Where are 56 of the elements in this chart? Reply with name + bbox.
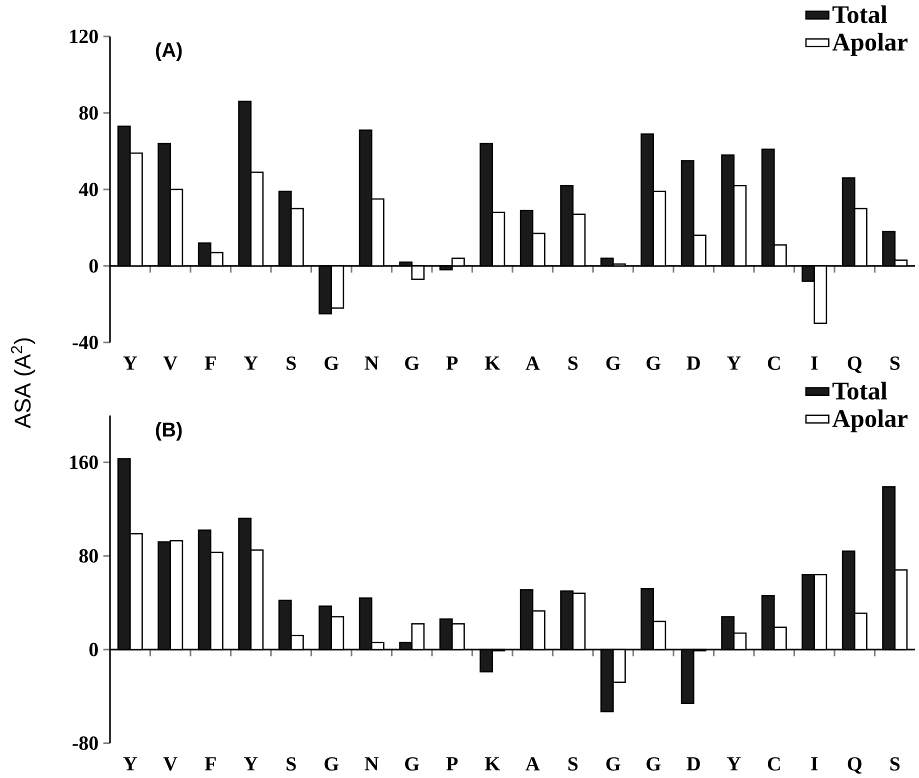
x-tick-label: Y [727,757,741,770]
y-tick-label: 160 [70,455,98,469]
x-tick-label: Y [727,356,741,370]
y-tick-label: 80 [79,106,98,120]
x-tick-label: S [568,757,578,771]
x-tick-label: G [405,757,420,771]
x-tick-label: K [484,757,500,770]
x-tick-label: V [163,356,178,370]
x-tick-label: G [324,757,339,771]
x-tick-label: I [811,757,818,770]
x-tick-label: Q [848,757,862,774]
x-tick-label: P [446,757,458,770]
x-tick-label: S [568,356,578,370]
x-tick-label: S [286,356,296,370]
y-tick-label: 80 [79,549,98,563]
x-tick-label: G [324,356,339,370]
x-tick-label: D [686,356,700,370]
y-tick-label: 40 [78,182,98,196]
x-tick-label: D [686,757,700,770]
x-tick-label: V [163,757,178,771]
x-tick-label: G [606,356,620,370]
x-tick-label: G [606,757,620,771]
y-tick-label: 0 [89,642,98,656]
x-tick-label: Y [244,356,258,370]
legend-label: Total [832,5,888,24]
y-axis-title: ASA (A$^{2}$) [10,338,36,428]
x-tick-label: P [446,356,458,370]
chart-title: (A) [156,42,182,61]
legend-label: Total [832,382,888,400]
x-tick-label: S [890,757,900,771]
x-tick-label: Y [123,356,137,370]
legend-label: Apolar [832,32,908,56]
x-tick-label: C [768,356,780,370]
y-tick-label: -80 [72,736,98,750]
y-tick-label: -40 [72,336,98,350]
y-tick-label: 120 [70,30,98,44]
x-tick-label: G [405,356,420,370]
y-tick-label: 0 [89,259,98,273]
x-tick-label: Q [848,356,862,373]
x-tick-label: A [526,356,540,370]
x-tick-label: G [646,757,661,771]
legend-label: Apolar [832,409,908,432]
x-tick-label: G [646,356,661,370]
x-tick-label: A [526,757,540,770]
x-tick-label: N [364,356,379,370]
x-tick-label: S [286,757,296,771]
x-tick-label: F [204,757,216,770]
x-tick-label: C [768,757,780,771]
x-tick-label: I [811,356,818,370]
x-tick-label: F [204,356,216,370]
x-tick-label: K [484,356,500,370]
x-tick-label: Y [123,757,137,770]
x-tick-label: S [890,356,900,370]
x-tick-label: Y [244,757,258,770]
chart-title: (B) [156,422,182,441]
x-tick-label: N [364,757,379,770]
